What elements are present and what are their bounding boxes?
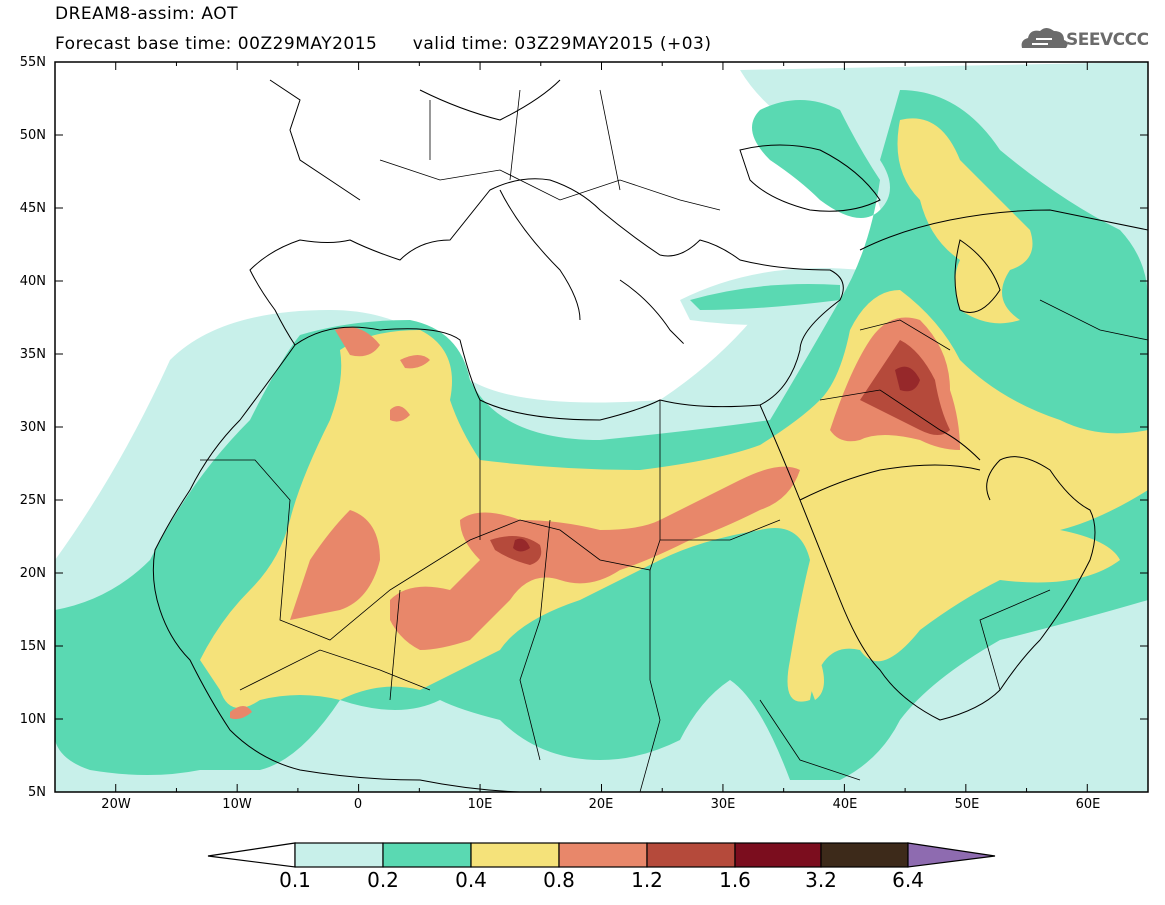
coastlines <box>152 79 1148 792</box>
colorbar-bin-6 <box>734 842 822 868</box>
colorbar-label-0-1: 0.1 <box>279 868 311 892</box>
colorbar-bin-4 <box>558 842 648 868</box>
colorbar-label-6-4: 6.4 <box>892 868 924 892</box>
lat-label-5n: 5N <box>28 785 46 800</box>
lon-label-10w: 10W <box>222 797 252 812</box>
lon-label-50e: 50E <box>954 797 980 812</box>
cloud-logo-icon <box>1021 28 1068 48</box>
colorbar-label-1-6: 1.6 <box>719 868 751 892</box>
colorbar-lower-arrow <box>207 842 296 868</box>
lon-label-0: 0 <box>353 797 363 812</box>
lon-label-40e: 40E <box>832 797 858 812</box>
map-subtitle: Forecast base time: 00Z29MAY2015 valid t… <box>55 34 712 54</box>
colorbar-upper-arrow <box>907 842 996 868</box>
lat-label-40n: 40N <box>19 274 46 289</box>
lat-label-55n: 55N <box>19 55 46 70</box>
lon-label-60e: 60E <box>1075 797 1101 812</box>
aot-level-1-6 <box>513 366 920 552</box>
colorbar-label-0-4: 0.4 <box>455 868 487 892</box>
lat-label-15n: 15N <box>19 639 46 654</box>
colorbar-label-1-2: 1.2 <box>631 868 663 892</box>
lat-label-25n: 25N <box>19 493 46 508</box>
lat-label-35n: 35N <box>19 347 46 362</box>
lat-label-30n: 30N <box>19 420 46 435</box>
colorbar-bin-1 <box>294 842 384 868</box>
colorbar-label-0-2: 0.2 <box>367 868 399 892</box>
logo-text: SEEVCCC <box>1066 30 1149 50</box>
colorbar-bin-2 <box>382 842 472 868</box>
lat-label-50n: 50N <box>19 128 46 143</box>
colorbar-bin-5 <box>646 842 736 868</box>
lat-label-45n: 45N <box>19 201 46 216</box>
colorbar-label-3-2: 3.2 <box>805 868 837 892</box>
lon-label-20w: 20W <box>101 797 131 812</box>
colorbar <box>207 842 996 868</box>
borders <box>200 89 1148 792</box>
lon-label-10e: 10E <box>467 797 493 812</box>
lon-label-20e: 20E <box>588 797 614 812</box>
map-title: DREAM8-assim: AOT <box>55 4 239 24</box>
lat-label-10n: 10N <box>19 712 46 727</box>
lat-label-20n: 20N <box>19 566 46 581</box>
lon-label-30e: 30E <box>710 797 736 812</box>
colorbar-label-0-8: 0.8 <box>543 868 575 892</box>
colorbar-bin-3 <box>470 842 560 868</box>
colorbar-bin-7 <box>820 842 909 868</box>
